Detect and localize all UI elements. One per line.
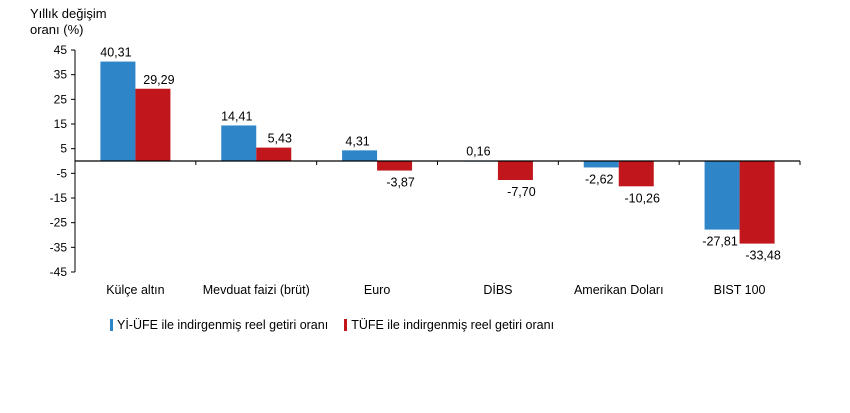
legend-swatch-1 xyxy=(110,319,113,331)
y-axis-title: Yıllık değişim oranı (%) xyxy=(30,6,107,38)
data-label: -10,26 xyxy=(625,191,660,205)
y-tick-label: 45 xyxy=(54,43,68,57)
x-tick-label: Euro xyxy=(364,283,390,297)
x-tick-label: Külçe altın xyxy=(106,283,164,297)
data-label: 40,31 xyxy=(100,46,131,60)
data-label: -27,81 xyxy=(702,235,737,249)
x-tick-label: Mevduat faizi (brüt) xyxy=(203,283,310,297)
x-tick-label: BIST 100 xyxy=(714,283,766,297)
bar-series-1 xyxy=(100,61,136,162)
legend-item-1: Yİ-ÜFE ile indirgenmiş reel getiri oranı xyxy=(110,318,328,332)
data-label: 0,16 xyxy=(466,145,490,159)
legend-swatch-2 xyxy=(344,319,348,331)
bar-series-1 xyxy=(583,161,619,168)
data-label: 29,29 xyxy=(143,73,174,87)
legend-label-1: Yİ-ÜFE ile indirgenmiş reel getiri oranı xyxy=(117,318,329,332)
data-label: 4,31 xyxy=(345,134,369,148)
data-label: -7,70 xyxy=(507,185,536,199)
legend-item-2: TÜFE ile indirgenmiş reel getiri oranı xyxy=(344,318,554,332)
legend: Yİ-ÜFE ile indirgenmiş reel getiri oranı… xyxy=(110,318,570,332)
y-tick-label: -25 xyxy=(50,216,68,230)
bar-series-2 xyxy=(739,161,775,244)
bar-series-2 xyxy=(256,147,292,161)
y-tick-label: -5 xyxy=(56,166,67,180)
y-axis-title-line-1: Yıllık değişim xyxy=(30,6,107,21)
legend-label-2: TÜFE ile indirgenmiş reel getiri oranı xyxy=(351,318,555,332)
data-label: 5,43 xyxy=(268,132,292,146)
data-label: -33,48 xyxy=(745,249,780,263)
bar-series-1 xyxy=(342,150,378,161)
y-axis-title-line-2: oranı (%) xyxy=(30,22,84,37)
data-label: -3,87 xyxy=(386,176,415,190)
y-tick-label: -35 xyxy=(50,240,68,254)
data-label: 14,41 xyxy=(221,109,252,123)
bar-series-2 xyxy=(377,161,413,171)
bar-series-1 xyxy=(704,161,740,230)
y-tick-label: -15 xyxy=(50,191,68,205)
x-tick-label: Amerikan Doları xyxy=(574,283,664,297)
x-tick-label: DİBS xyxy=(483,283,512,297)
y-tick-label: 25 xyxy=(54,92,68,106)
bar-series-2 xyxy=(618,161,654,187)
y-tick-label: 35 xyxy=(54,68,68,82)
y-tick-label: -45 xyxy=(50,265,68,279)
y-tick-label: 5 xyxy=(60,142,67,156)
bar-series-2 xyxy=(497,161,533,180)
y-tick-label: 15 xyxy=(54,117,68,131)
data-label: -2,62 xyxy=(585,172,614,186)
bar-series-1 xyxy=(221,125,257,161)
bar-series-2 xyxy=(135,88,171,161)
